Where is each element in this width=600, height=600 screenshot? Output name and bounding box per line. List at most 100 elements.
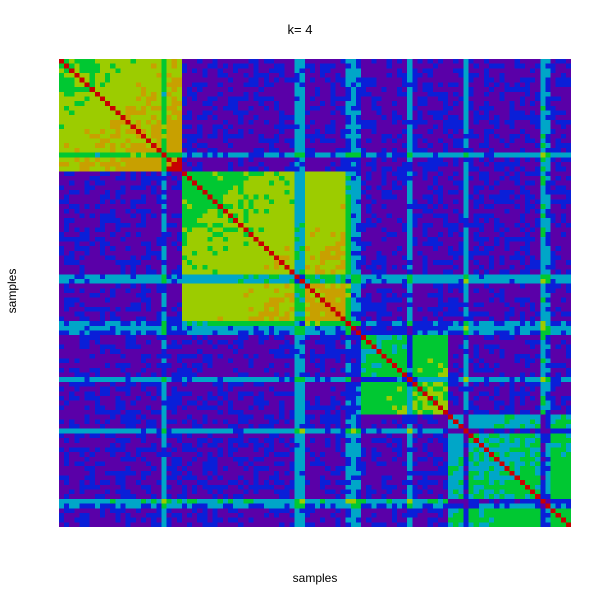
heatmap-cell (274, 59, 280, 65)
heatmap-cell (355, 73, 362, 79)
heatmap-cell (540, 59, 546, 65)
heatmap-cell (105, 152, 111, 158)
heatmap-cell (279, 119, 285, 126)
heatmap-cell (473, 250, 480, 257)
heatmap-cell (565, 213, 571, 219)
heatmap-cell (299, 236, 306, 243)
heatmap-cell (514, 218, 521, 224)
heatmap-cell (519, 180, 526, 186)
heatmap-cell (453, 232, 459, 238)
heatmap-diagonal-cell (64, 63, 70, 69)
heatmap-cell (156, 143, 162, 149)
heatmap-cell (345, 105, 352, 112)
heatmap-cell (309, 222, 316, 229)
heatmap-cell (483, 194, 490, 200)
heatmap-cell (361, 161, 367, 168)
heatmap-cell (263, 91, 270, 98)
heatmap-cell (427, 283, 434, 289)
heatmap-cell (238, 236, 244, 243)
heatmap-cell (64, 166, 70, 172)
heatmap-cell (268, 96, 275, 102)
heatmap-cell (427, 115, 434, 121)
heatmap-cell (130, 232, 137, 238)
heatmap-cell (391, 180, 398, 186)
heatmap-cell (499, 260, 506, 266)
heatmap-cell (258, 77, 265, 83)
heatmap-cell (494, 222, 500, 229)
heatmap-cell (238, 250, 244, 257)
heatmap-cell (79, 96, 86, 102)
heatmap-cell (146, 264, 152, 271)
heatmap-cell (238, 115, 244, 121)
heatmap-cell (391, 115, 398, 121)
heatmap-cell (509, 204, 516, 210)
heatmap-cell (355, 222, 362, 229)
heatmap-cell (243, 152, 250, 158)
heatmap-cell (330, 157, 337, 163)
heatmap-cell (565, 73, 571, 79)
heatmap-cell (320, 147, 326, 154)
heatmap-cell (115, 157, 122, 163)
heatmap-cell (350, 59, 357, 65)
heatmap-cell (550, 129, 557, 135)
heatmap-cell (514, 124, 521, 130)
heatmap-cell (524, 246, 531, 252)
heatmap-cell (473, 87, 480, 93)
heatmap-cell (437, 194, 444, 200)
heatmap-cell (212, 105, 219, 112)
heatmap-cell (171, 204, 178, 210)
heatmap-cell (99, 204, 106, 210)
heatmap-cell (258, 190, 265, 196)
heatmap-cell (478, 119, 485, 126)
heatmap-cell (320, 218, 326, 224)
heatmap-cell (263, 115, 270, 121)
heatmap-cell (330, 124, 337, 130)
heatmap-cell (524, 194, 531, 200)
heatmap-cell (125, 73, 132, 79)
heatmap-cell (217, 288, 224, 294)
heatmap-cell (64, 171, 70, 177)
heatmap-cell (94, 283, 101, 289)
heatmap-cell (309, 199, 316, 205)
heatmap-cell (355, 190, 362, 196)
heatmap-cell (453, 199, 459, 205)
heatmap-cell (514, 278, 521, 285)
heatmap-cell (386, 288, 393, 294)
heatmap-cell (504, 68, 511, 74)
heatmap-cell (432, 91, 439, 98)
heatmap-cell (89, 143, 96, 149)
heatmap-cell (192, 288, 198, 294)
heatmap-cell (504, 185, 511, 191)
heatmap-cell (335, 143, 342, 149)
heatmap-cell (458, 119, 465, 126)
heatmap-cell (361, 213, 367, 219)
heatmap-cell (146, 269, 152, 275)
heatmap-cell (345, 274, 352, 280)
heatmap-cell (289, 171, 296, 177)
heatmap-cell (263, 199, 270, 205)
heatmap-cell (125, 91, 132, 98)
heatmap-cell (212, 213, 219, 219)
heatmap-cell (151, 185, 157, 191)
heatmap-cell (437, 115, 444, 121)
heatmap-cell (407, 59, 413, 65)
heatmap-cell (171, 82, 178, 88)
heatmap-cell (463, 166, 470, 172)
heatmap-cell (243, 250, 250, 257)
heatmap-cell (463, 194, 470, 200)
heatmap-cell (274, 152, 280, 158)
heatmap-cell (550, 59, 557, 65)
heatmap-cell (350, 147, 357, 154)
heatmap-cell (227, 180, 234, 186)
heatmap-cell (69, 166, 75, 172)
heatmap-cell (325, 101, 331, 107)
heatmap-cell (59, 152, 65, 158)
heatmap-cell (555, 236, 562, 243)
heatmap-cell (248, 138, 255, 144)
heatmap-cell (268, 115, 275, 121)
heatmap-cell (448, 288, 454, 294)
heatmap-cell (166, 250, 173, 257)
heatmap-cell (402, 96, 408, 102)
heatmap-cell (222, 73, 229, 79)
heatmap-cell (555, 105, 562, 112)
